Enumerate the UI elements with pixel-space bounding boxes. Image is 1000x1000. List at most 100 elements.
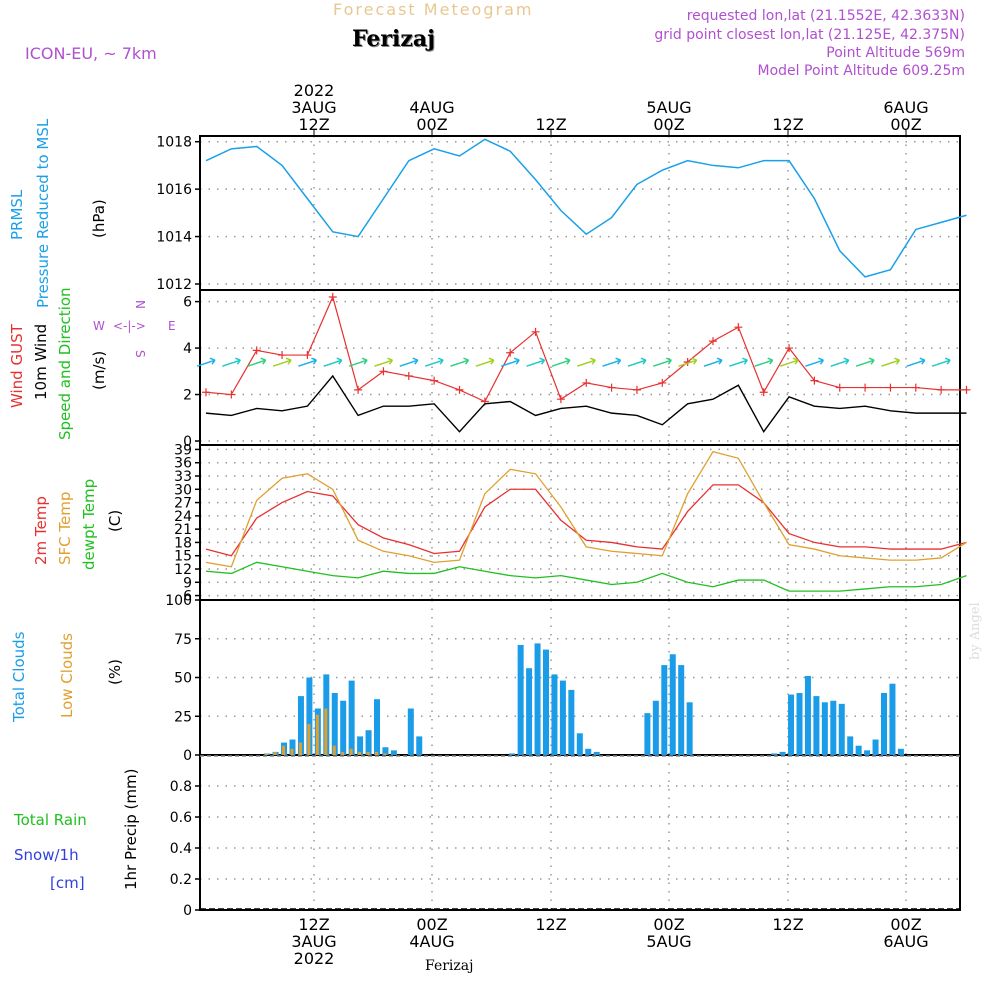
time-label-top: 00Z bbox=[653, 115, 684, 134]
wind-speed-direction-label: Speed and Direction bbox=[56, 287, 74, 440]
wind-direction-arrow-head bbox=[488, 357, 495, 365]
y-tick-label: 4 bbox=[183, 341, 192, 357]
wind-gust-marker bbox=[531, 327, 540, 336]
total-clouds-bar bbox=[331, 693, 338, 755]
low-clouds-bar bbox=[273, 751, 277, 755]
y-tick-label: 100 bbox=[165, 593, 192, 609]
wind-gust-marker bbox=[937, 385, 946, 394]
clouds-unit: (%) bbox=[106, 659, 124, 685]
total-clouds-bar bbox=[855, 745, 862, 755]
wind-gust-marker bbox=[810, 376, 819, 385]
wind-direction-arrow-head bbox=[564, 357, 571, 365]
y-tick-label: 0.2 bbox=[170, 872, 192, 888]
total-clouds-bar bbox=[289, 739, 296, 755]
total-clouds-bar bbox=[661, 665, 668, 755]
wind-gust-marker bbox=[759, 388, 768, 397]
wind-direction-arrow bbox=[577, 359, 596, 367]
time-label-top: 5AUG bbox=[646, 98, 691, 117]
wind-gust-marker bbox=[455, 385, 464, 394]
wind-gust-marker bbox=[252, 346, 261, 355]
wind-direction-arrow bbox=[830, 359, 849, 367]
low-clouds-label: Low Clouds bbox=[58, 633, 76, 718]
wind-direction-arrow bbox=[323, 359, 342, 367]
wind-direction-arrow bbox=[450, 359, 469, 367]
dewpt-temp-label: dewpt Temp bbox=[80, 479, 98, 570]
wind-direction-arrow-head bbox=[716, 357, 723, 365]
sfc-temp-label: SFC Temp bbox=[56, 492, 74, 565]
precip-ylabel: 1hr Precip (mm) bbox=[122, 769, 140, 890]
total-clouds-bar bbox=[585, 748, 592, 755]
y-tick-label: 0.4 bbox=[170, 841, 192, 857]
time-label-top: 12Z bbox=[298, 115, 329, 134]
wind-gust-marker bbox=[785, 344, 794, 353]
y-tick-label: 0.6 bbox=[170, 810, 192, 826]
time-label-top: 2022 bbox=[294, 81, 335, 100]
wind-direction-arrow-head bbox=[792, 357, 799, 365]
wind-gust-marker bbox=[632, 385, 641, 394]
y-tick-label: 24 bbox=[174, 509, 192, 525]
pressure-line bbox=[205, 138, 967, 278]
wind-unit: (m/s) bbox=[90, 351, 108, 390]
compass-n: N bbox=[133, 300, 147, 309]
total-clouds-bar bbox=[669, 654, 676, 755]
time-label-top: 4AUG bbox=[409, 98, 454, 117]
time-label-top: 00Z bbox=[890, 115, 921, 134]
total-clouds-bar bbox=[551, 674, 558, 755]
wind-direction-arrow-head bbox=[767, 357, 774, 365]
y-tick-label: 9 bbox=[183, 575, 192, 591]
total-clouds-bar bbox=[543, 649, 549, 755]
wind-direction-arrow-head bbox=[868, 357, 875, 365]
low-clouds-bar bbox=[307, 724, 311, 755]
wind-direction-arrow bbox=[348, 359, 368, 367]
wind-gust-marker bbox=[227, 390, 236, 399]
wind-direction-arrow-head bbox=[311, 357, 317, 365]
wind-direction-arrow bbox=[374, 359, 393, 367]
total-clouds-bar bbox=[678, 665, 685, 755]
low-clouds-bar bbox=[366, 751, 370, 755]
wind-gust-marker bbox=[430, 376, 439, 385]
wind-direction-arrow bbox=[399, 359, 419, 367]
low-clouds-bar bbox=[383, 753, 387, 755]
y-tick-label: 2 bbox=[183, 388, 192, 404]
y-tick-label: 1016 bbox=[156, 182, 192, 198]
wind-gust-marker bbox=[556, 395, 565, 404]
wind-gust-marker bbox=[303, 351, 312, 360]
pressure-unit: (hPa) bbox=[90, 199, 108, 238]
total-clouds-bar bbox=[652, 700, 659, 755]
wind-direction-arrow-head bbox=[361, 357, 368, 365]
wind-direction-arrow bbox=[247, 359, 266, 367]
total-clouds-bar bbox=[416, 736, 423, 755]
wind-direction-arrow-head bbox=[894, 357, 901, 365]
total-clouds-bar bbox=[306, 677, 313, 755]
total-clouds-bar bbox=[407, 708, 414, 755]
compass-w: W bbox=[93, 319, 105, 333]
low-clouds-bar bbox=[298, 742, 302, 755]
total-clouds-bar bbox=[365, 730, 372, 755]
low-clouds-bar bbox=[290, 748, 294, 755]
y-tick-label: 1018 bbox=[156, 135, 192, 151]
y-tick-label: 50 bbox=[174, 671, 192, 687]
total-rain-label: Total Rain bbox=[13, 811, 87, 829]
wind-direction-arrow bbox=[196, 359, 216, 367]
time-label-top: 12Z bbox=[535, 115, 566, 134]
y-tick-label: 0 bbox=[183, 434, 192, 450]
wind-direction-arrow bbox=[424, 359, 444, 367]
dewpt-temp-line bbox=[205, 561, 967, 592]
snow-unit-label: [cm] bbox=[50, 874, 85, 892]
total-clouds-bar bbox=[889, 683, 896, 755]
time-label-bottom: 12Z bbox=[535, 915, 566, 934]
total-clouds-bar bbox=[534, 643, 541, 755]
low-clouds-bar bbox=[375, 751, 378, 755]
compass-s: S bbox=[133, 350, 147, 358]
y-tick-label: 0 bbox=[183, 748, 192, 764]
y-tick-label: 25 bbox=[174, 709, 192, 725]
wind-direction-arrow bbox=[298, 359, 317, 367]
temp-unit: (C) bbox=[106, 510, 124, 532]
total-clouds-bar bbox=[644, 713, 651, 755]
wind-direction-arrow bbox=[222, 359, 241, 367]
total-clouds-bar bbox=[357, 736, 364, 755]
wind-gust-marker bbox=[886, 383, 895, 392]
wind-direction-arrow-head bbox=[412, 357, 419, 365]
total-clouds-bar bbox=[568, 689, 575, 755]
